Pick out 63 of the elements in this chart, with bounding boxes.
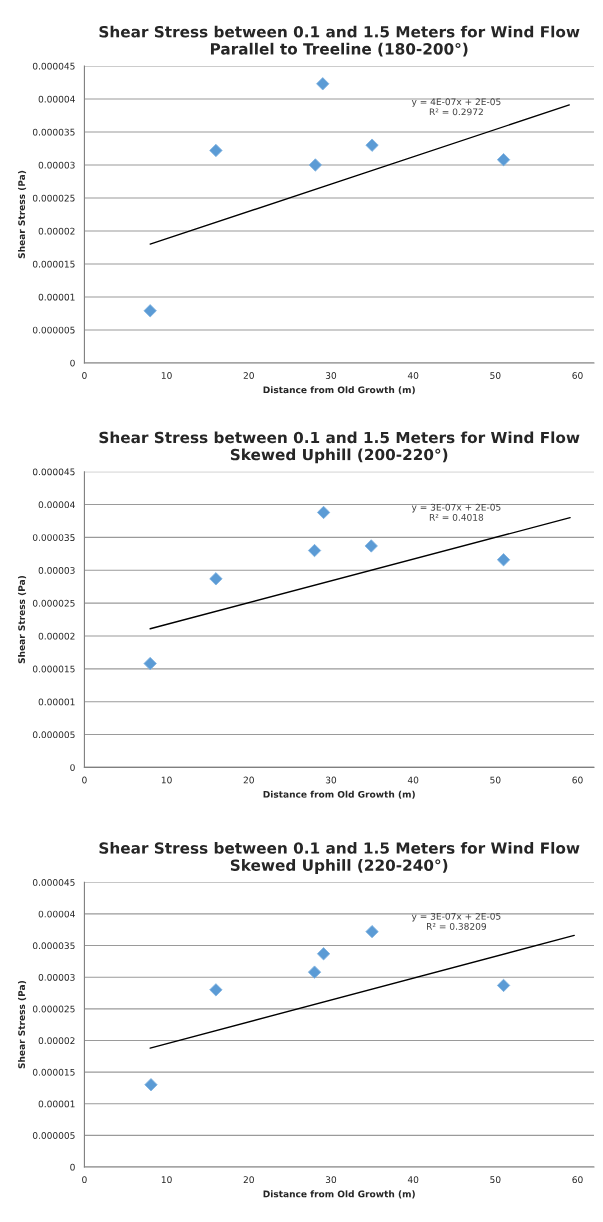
y-tick-label: 0.000005 xyxy=(32,326,75,334)
x-tick-label: 40 xyxy=(407,1176,419,1184)
y-tick-label: 0.000045 xyxy=(32,879,75,886)
y-tick-label: 0.00002 xyxy=(38,1037,75,1045)
x-tick-label: 30 xyxy=(325,372,337,379)
x-tick-label: 0 xyxy=(82,372,87,379)
y-tick-label: 0.000015 xyxy=(32,1068,75,1076)
x-axis-title: Distance from Old Growth (m) xyxy=(263,1190,415,1199)
y-tick-label: 0 xyxy=(70,1163,75,1171)
y-axis-title: Shear Stress (Pa) xyxy=(18,575,27,664)
y-tick-label: 0.00004 xyxy=(38,95,75,103)
y-tick-label: 0.00003 xyxy=(38,567,75,574)
x-tick-label: 10 xyxy=(161,1176,172,1184)
y-axis-title: Shear Stress (Pa) xyxy=(18,170,27,259)
x-tick-label: 20 xyxy=(243,776,254,784)
y-tick-label: 0.000045 xyxy=(32,468,75,476)
x-tick-label: 40 xyxy=(407,372,419,379)
y-tick-label: 0.00001 xyxy=(38,1100,75,1108)
y-tick-label: 0.000035 xyxy=(32,942,75,950)
x-tick-label: 50 xyxy=(490,776,501,784)
y-tick-label: 0.000025 xyxy=(32,194,75,202)
x-tick-label: 0 xyxy=(82,1176,87,1184)
y-tick-label: 0.00002 xyxy=(38,632,75,640)
y-tick-label: 0 xyxy=(70,764,75,771)
y-tick-label: 0 xyxy=(70,359,75,367)
x-tick-label: 30 xyxy=(325,1176,337,1184)
annotation: y = 3E-07x + 2E-05 R² = 0.38209 xyxy=(411,912,501,930)
y-tick-label: 0.000035 xyxy=(32,534,75,541)
x-tick-label: 50 xyxy=(490,372,501,379)
y-tick-label: 0.000045 xyxy=(32,62,75,70)
x-tick-label: 50 xyxy=(490,1176,501,1184)
y-tick-label: 0.00001 xyxy=(38,293,75,301)
y-tick-label: 0.000035 xyxy=(32,128,75,136)
chart-title: Shear Stress between 0.1 and 1.5 Meters for Wind Flow Skewed Uphill (200-220°) xyxy=(99,431,580,464)
y-tick-label: 0.00004 xyxy=(38,910,75,918)
x-axis-title: Distance from Old Growth (m) xyxy=(263,386,415,395)
chart-title: Shear Stress between 0.1 and 1.5 Meters for Wind Flow Parallel to Treeline (180-200°) xyxy=(99,25,580,57)
x-tick-label: 60 xyxy=(572,1176,583,1184)
y-tick-label: 0.000025 xyxy=(32,1005,75,1013)
x-tick-label: 10 xyxy=(161,776,172,784)
y-tick-label: 0.00003 xyxy=(38,161,75,169)
x-tick-label: 20 xyxy=(243,1176,254,1184)
y-tick-label: 0.000005 xyxy=(32,731,75,739)
y-tick-label: 0.000005 xyxy=(32,1132,75,1139)
x-tick-label: 30 xyxy=(325,776,337,784)
chart-title: Shear Stress between 0.1 and 1.5 Meters for Wind Flow Skewed Uphill (220-240°) xyxy=(99,842,580,874)
y-tick-label: 0.000015 xyxy=(32,260,75,268)
annotation: y = 3E-07x + 2E-05 R² = 0.4018 xyxy=(411,503,501,521)
y-tick-label: 0.00001 xyxy=(38,698,75,706)
x-tick-label: 60 xyxy=(572,372,583,379)
x-tick-label: 40 xyxy=(407,776,419,784)
x-tick-label: 0 xyxy=(82,776,87,784)
y-tick-label: 0.000025 xyxy=(32,599,75,607)
y-tick-label: 0.000015 xyxy=(32,665,75,673)
annotation: y = 4E-07x + 2E-05 R² = 0.2972 xyxy=(411,98,501,116)
x-tick-label: 60 xyxy=(572,776,583,784)
y-tick-label: 0.00002 xyxy=(38,227,75,235)
x-tick-label: 20 xyxy=(243,372,254,379)
y-tick-label: 0.00003 xyxy=(38,973,75,981)
y-axis-title: Shear Stress (Pa) xyxy=(18,981,27,1069)
x-tick-label: 10 xyxy=(161,372,172,379)
y-tick-label: 0.00004 xyxy=(38,501,75,509)
x-axis-title: Distance from Old Growth (m) xyxy=(263,790,415,799)
